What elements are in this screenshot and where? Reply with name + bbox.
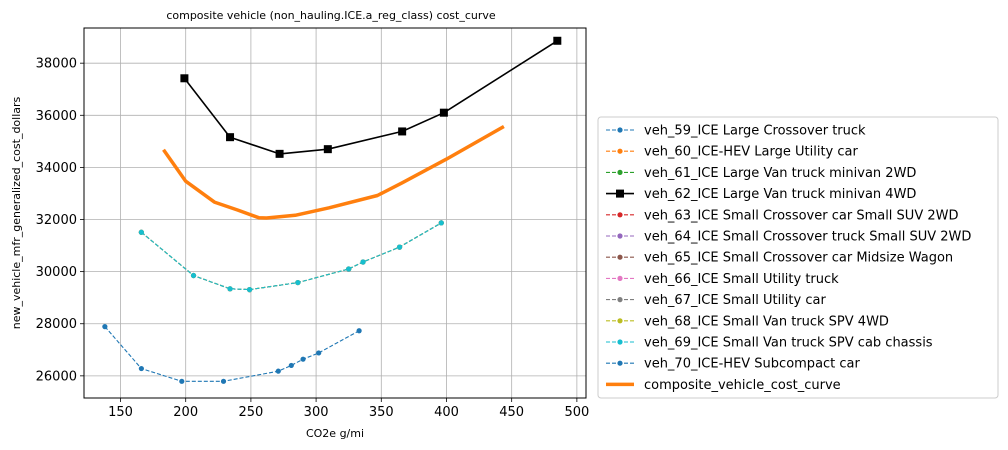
data-point	[246, 287, 253, 293]
grid	[84, 28, 586, 398]
x-axis: 150 200 250 300 350 400 450 500	[108, 398, 589, 420]
data-point	[288, 362, 294, 369]
legend-frame	[597, 116, 999, 399]
series-10	[138, 220, 444, 293]
y-tick-label: 28000	[36, 317, 77, 332]
data-point	[300, 356, 306, 362]
data-point	[439, 108, 448, 117]
legend-label: veh_69_ICE Small Van truck SPV cab chass…	[644, 336, 933, 351]
legend-item: veh_67_ICE Small Utility car	[606, 293, 826, 308]
data-point	[438, 220, 444, 226]
legend-item: veh_60_ICE-HEV Large Utility car	[606, 145, 858, 160]
y-tick-label: 36000	[36, 109, 77, 124]
data-point	[138, 365, 144, 372]
legend-label: veh_70_ICE-HEV Subcompact car	[644, 357, 861, 372]
legend-item: veh_70_ICE-HEV Subcompact car	[606, 357, 861, 372]
y-tick-label: 34000	[36, 161, 77, 176]
data-point	[396, 244, 403, 250]
legend-swatch-marker	[617, 339, 623, 345]
legend-item: veh_69_ICE Small Van truck SPV cab chass…	[606, 336, 933, 351]
series-11	[102, 324, 362, 384]
legend-swatch-marker	[617, 212, 623, 218]
y-tick-label: 32000	[36, 213, 77, 228]
data-point	[398, 127, 407, 136]
x-tick-label: 500	[564, 405, 589, 420]
y-tick-label: 30000	[36, 265, 77, 280]
data-point	[226, 133, 235, 142]
legend-label: veh_63_ICE Small Crossover car Small SUV…	[644, 208, 958, 223]
legend-swatch-marker	[617, 254, 623, 260]
legend-label: veh_59_ICE Large Crossover truck	[644, 124, 866, 139]
data-point	[227, 286, 233, 292]
data-point	[275, 149, 284, 158]
x-tick-label: 250	[238, 405, 263, 420]
data-point	[295, 279, 301, 286]
data-point	[138, 229, 144, 235]
legend-label: composite_vehicle_cost_curve	[644, 378, 841, 393]
legend-swatch-marker	[617, 127, 623, 133]
legend-swatch-marker	[617, 360, 623, 366]
legend-swatch-marker	[617, 233, 623, 239]
series-3	[180, 36, 562, 158]
data-point	[360, 259, 366, 265]
data-point	[356, 328, 362, 334]
legend-item: composite_vehicle_cost_curve	[606, 378, 841, 393]
legend-swatch-marker	[616, 189, 624, 198]
y-tick-label: 26000	[36, 369, 77, 384]
legend-item: veh_65_ICE Small Crossover car Midsize W…	[606, 251, 953, 266]
data-point	[323, 145, 332, 154]
legend-swatch-marker	[617, 275, 623, 281]
legend-item: veh_64_ICE Small Crossover truck Small S…	[606, 230, 971, 245]
data-point	[316, 350, 322, 356]
legend-item: veh_62_ICE Large Van truck minivan 4WD	[606, 187, 916, 202]
data-point	[346, 266, 352, 272]
legend-swatch-marker	[617, 318, 623, 324]
data-point	[220, 378, 227, 384]
data-point	[275, 368, 281, 374]
x-tick-label: 300	[304, 405, 329, 420]
legend-label: veh_62_ICE Large Van truck minivan 4WD	[644, 187, 916, 202]
plot-area-frame	[83, 27, 587, 399]
y-axis-label: new_vehicle_mfr_generalized_cost_dollars	[10, 96, 23, 329]
legend-item: veh_59_ICE Large Crossover truck	[606, 124, 866, 139]
y-axis: 26000 28000 30000 32000 34000 36000 38000	[36, 57, 84, 384]
series-layer	[102, 36, 562, 384]
data-point	[102, 324, 108, 330]
legend-item: veh_66_ICE Small Utility truck	[606, 272, 839, 287]
series-line	[162, 124, 505, 220]
legend-label: veh_65_ICE Small Crossover car Midsize W…	[644, 251, 953, 266]
y-tick-label: 38000	[36, 57, 77, 72]
legend: veh_59_ICE Large Crossover truck veh_60_I…	[597, 116, 999, 399]
data-point	[180, 74, 189, 83]
legend-item: veh_68_ICE Small Van truck SPV 4WD	[606, 314, 889, 329]
legend-label: veh_66_ICE Small Utility truck	[644, 272, 839, 287]
legend-swatch-marker	[617, 169, 623, 175]
legend-label: veh_61_ICE Large Van truck minivan 2WD	[644, 166, 916, 181]
legend-item: veh_61_ICE Large Van truck minivan 2WD	[606, 166, 916, 181]
x-tick-label: 450	[499, 405, 524, 420]
legend-swatch-marker	[617, 297, 623, 303]
legend-label: veh_64_ICE Small Crossover truck Small S…	[644, 230, 971, 245]
chart-title: composite vehicle (non_hauling.ICE.a_reg…	[166, 9, 496, 22]
data-point	[179, 378, 185, 384]
x-axis-label: CO2e g/mi	[306, 427, 364, 440]
legend-label: veh_67_ICE Small Utility car	[644, 293, 826, 308]
x-tick-label: 150	[108, 405, 133, 420]
legend-item: veh_63_ICE Small Crossover car Small SUV…	[606, 208, 958, 223]
legend-label: veh_60_ICE-HEV Large Utility car	[644, 145, 858, 160]
legend-label: veh_68_ICE Small Van truck SPV 4WD	[644, 314, 889, 329]
x-tick-label: 350	[369, 405, 394, 420]
data-point	[553, 36, 562, 45]
x-tick-label: 400	[434, 405, 459, 420]
series-12	[162, 124, 505, 220]
x-tick-label: 200	[173, 405, 198, 420]
legend-swatch-marker	[617, 148, 623, 154]
data-point	[190, 272, 197, 279]
